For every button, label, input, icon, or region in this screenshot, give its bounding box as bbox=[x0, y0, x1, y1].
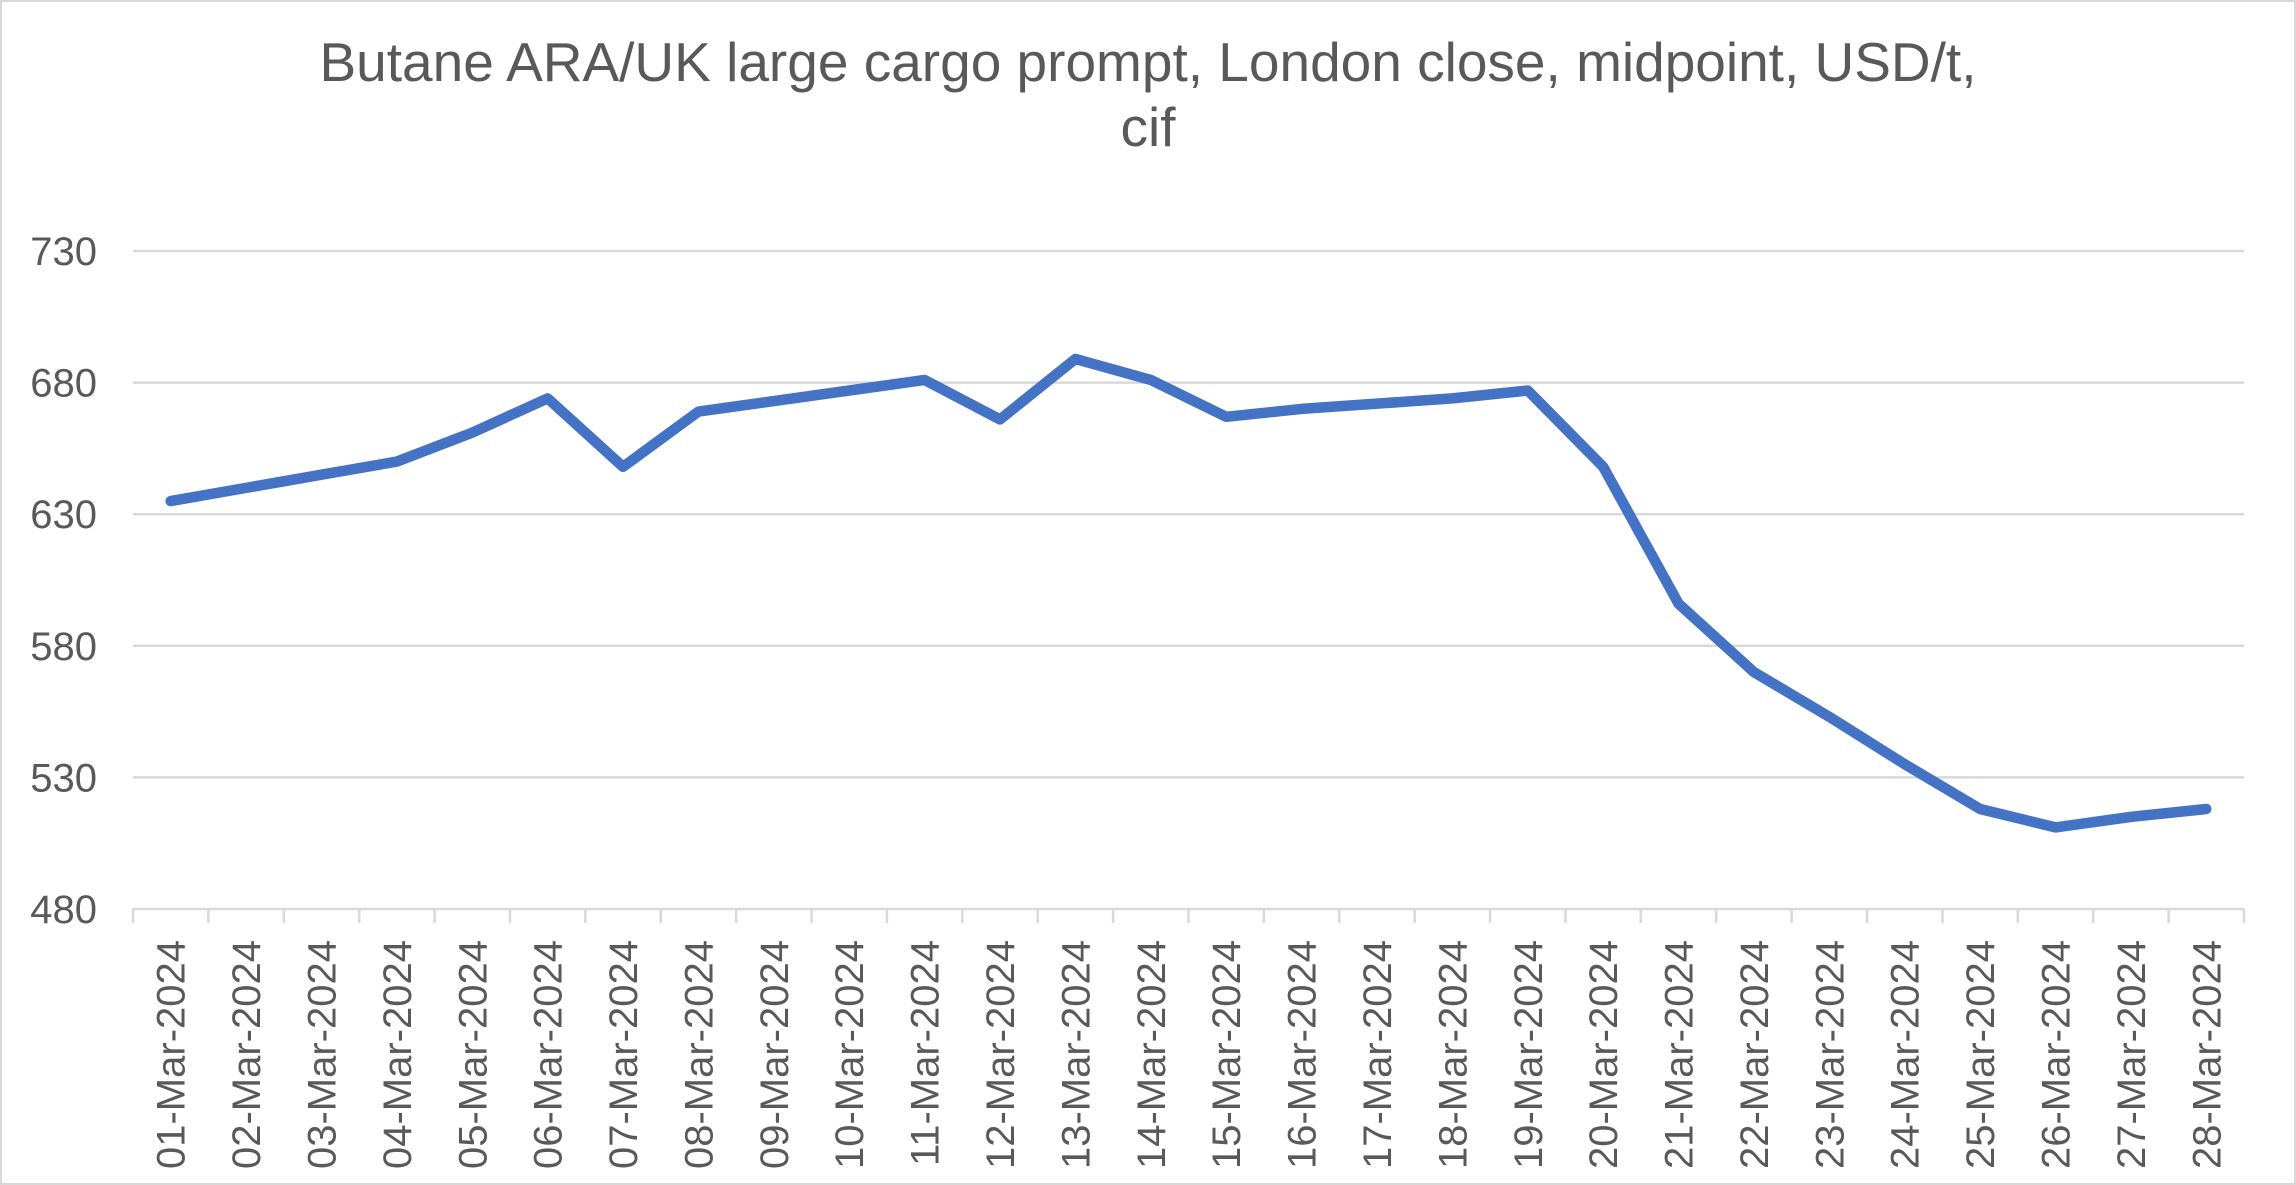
y-axis-label: 530 bbox=[30, 756, 97, 800]
x-axis-label: 25-Mar-2024 bbox=[1959, 940, 2003, 1169]
x-axis-label: 27-Mar-2024 bbox=[2110, 940, 2154, 1169]
y-axis-label: 580 bbox=[30, 625, 97, 669]
x-axis-label: 09-Mar-2024 bbox=[753, 940, 797, 1169]
x-axis-label: 02-Mar-2024 bbox=[225, 940, 269, 1169]
x-axis-label: 03-Mar-2024 bbox=[300, 940, 344, 1169]
x-axis-label: 11-Mar-2024 bbox=[904, 940, 948, 1166]
chart-title-line-1: Butane ARA/UK large cargo prompt, London… bbox=[319, 31, 1977, 93]
x-axis-label: 18-Mar-2024 bbox=[1431, 940, 1475, 1169]
chart-title-line-2: cif bbox=[1120, 95, 1176, 158]
x-axis-label: 14-Mar-2024 bbox=[1130, 940, 1174, 1169]
x-axis-label: 23-Mar-2024 bbox=[1808, 940, 1852, 1169]
x-axis-label: 15-Mar-2024 bbox=[1205, 940, 1249, 1169]
x-axis-label: 07-Mar-2024 bbox=[602, 940, 646, 1169]
x-axis-label: 04-Mar-2024 bbox=[376, 940, 420, 1169]
x-axis-label: 22-Mar-2024 bbox=[1733, 940, 1777, 1169]
x-axis-label: 05-Mar-2024 bbox=[451, 940, 495, 1169]
x-axis-label: 06-Mar-2024 bbox=[527, 940, 571, 1169]
x-axis-label: 19-Mar-2024 bbox=[1507, 940, 1551, 1169]
y-axis-label: 730 bbox=[30, 230, 97, 274]
x-axis-label: 16-Mar-2024 bbox=[1281, 940, 1325, 1169]
x-axis-label: 24-Mar-2024 bbox=[1884, 940, 1928, 1169]
chart-title: Butane ARA/UK large cargo prompt, London… bbox=[2, 30, 2294, 160]
x-axis-label: 08-Mar-2024 bbox=[677, 940, 721, 1169]
x-axis-label: 13-Mar-2024 bbox=[1054, 940, 1098, 1169]
y-axis-label: 680 bbox=[30, 362, 97, 406]
x-axis-label: 10-Mar-2024 bbox=[828, 940, 872, 1169]
x-axis-label: 01-Mar-2024 bbox=[150, 940, 194, 1169]
x-axis-label: 28-Mar-2024 bbox=[2185, 940, 2229, 1169]
x-axis-label: 12-Mar-2024 bbox=[979, 940, 1023, 1169]
y-axis-label: 630 bbox=[30, 493, 97, 537]
x-axis-label: 20-Mar-2024 bbox=[1582, 940, 1626, 1169]
x-axis-label: 21-Mar-2024 bbox=[1658, 940, 1702, 1169]
data-series-line bbox=[165, 353, 2212, 833]
x-axis-label: 26-Mar-2024 bbox=[2035, 940, 2079, 1169]
x-axis-label: 17-Mar-2024 bbox=[1356, 940, 1400, 1169]
y-axis-label: 480 bbox=[30, 888, 97, 932]
